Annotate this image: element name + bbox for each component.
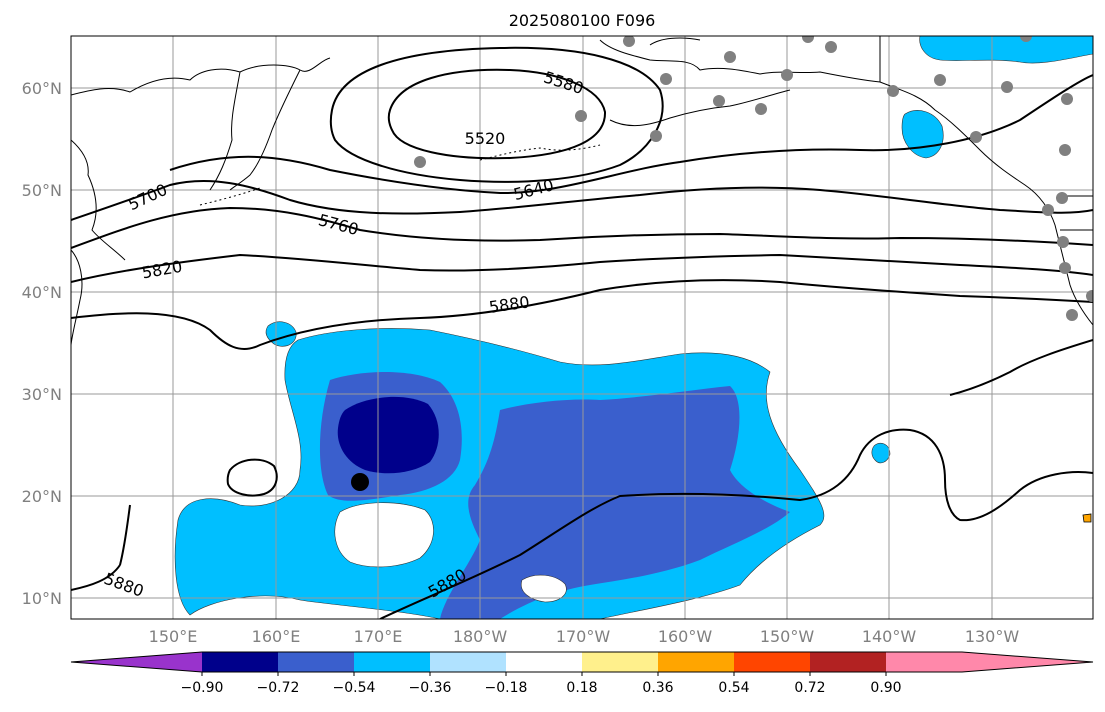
latitude-axis: 60°N 50°N 40°N 30°N 20°N 10°N bbox=[22, 79, 62, 608]
contour-5880-east bbox=[949, 339, 1093, 396]
station-marker bbox=[724, 51, 736, 63]
colorbar-segment bbox=[278, 652, 355, 672]
contour-5580 bbox=[329, 46, 664, 183]
station-marker bbox=[970, 131, 982, 143]
colorbar: −0.90 −0.72 −0.54 −0.36 −0.18 0.18 0.36 0.54 0.7… bbox=[70, 651, 1094, 696]
colorbar-segment bbox=[506, 652, 583, 672]
colorbar-tick-label: 0.54 bbox=[718, 680, 749, 696]
station-marker bbox=[414, 156, 426, 168]
colorbar-extension-max bbox=[962, 652, 1093, 672]
station-marker bbox=[1059, 262, 1071, 274]
contour-5880-south bbox=[379, 428, 1093, 619]
colorbar-segment bbox=[582, 652, 659, 672]
contour-5880-sw bbox=[71, 504, 131, 591]
station-marker bbox=[660, 73, 672, 85]
colorbar-segment bbox=[886, 652, 963, 672]
lat-label: 20°N bbox=[22, 487, 62, 506]
station-marker bbox=[1059, 144, 1071, 156]
station-marker bbox=[623, 36, 635, 47]
colorbar-segment bbox=[734, 652, 811, 672]
colorbar-tick-label: −0.72 bbox=[257, 680, 300, 696]
center-marker bbox=[351, 473, 369, 491]
station-marker bbox=[934, 74, 946, 86]
lon-label: 170°W bbox=[556, 627, 611, 646]
moderate-negative-band bbox=[440, 386, 790, 619]
colorbar-segment bbox=[430, 652, 507, 672]
station-marker bbox=[1042, 204, 1054, 216]
station-marker bbox=[1066, 309, 1078, 321]
gridlines bbox=[71, 36, 1093, 619]
colorbar-tick-label: 0.36 bbox=[642, 680, 673, 696]
colorbar-tick-label: 0.18 bbox=[566, 680, 597, 696]
near-zero-hole-west bbox=[334, 502, 434, 568]
contour-5760 bbox=[71, 206, 1093, 249]
station-marker bbox=[575, 110, 587, 122]
colorbar-tick-label: −0.90 bbox=[181, 680, 224, 696]
station-marker bbox=[887, 85, 899, 97]
station-marker bbox=[1020, 36, 1032, 42]
colorbar-tick-label: 0.72 bbox=[794, 680, 825, 696]
station-marker bbox=[755, 103, 767, 115]
north-america-coastline bbox=[879, 81, 1093, 326]
near-zero-hole-south bbox=[520, 574, 567, 603]
colorbar-segment bbox=[202, 652, 279, 672]
lat-label: 40°N bbox=[22, 283, 62, 302]
map-frame bbox=[70, 35, 1094, 620]
strong-negative-core bbox=[337, 396, 439, 474]
weak-negative-small-east bbox=[871, 442, 891, 464]
contour-5880-north bbox=[71, 279, 1093, 350]
station-markers bbox=[414, 36, 1093, 321]
lon-label: 180°W bbox=[453, 627, 508, 646]
weak-positive-spot bbox=[1082, 513, 1092, 523]
lon-label: 160°W bbox=[658, 627, 713, 646]
weak-negative-northeast bbox=[919, 36, 1093, 64]
contour-label-5520: 5520 bbox=[465, 129, 506, 148]
longitude-axis: 150°E 160°E 170°E 180°W 170°W 160°W 150°… bbox=[149, 627, 1020, 646]
kamchatka-coastline bbox=[229, 69, 301, 191]
asia-coastline bbox=[71, 57, 331, 346]
station-marker bbox=[713, 95, 725, 107]
lon-label: 140°W bbox=[862, 627, 917, 646]
lon-label: 160°E bbox=[252, 627, 301, 646]
map-title: 2025080100 F096 bbox=[509, 11, 656, 30]
aleutian-chain bbox=[199, 144, 601, 206]
lon-label: 130°W bbox=[965, 627, 1020, 646]
station-marker bbox=[1086, 290, 1093, 302]
lat-label: 50°N bbox=[22, 181, 62, 200]
colorbar-segment bbox=[810, 652, 887, 672]
contour-5700 bbox=[71, 180, 1093, 221]
coastlines bbox=[71, 36, 1093, 346]
height-contours bbox=[71, 46, 1093, 619]
lon-label: 150°W bbox=[760, 627, 815, 646]
alaska-coastline bbox=[599, 37, 881, 127]
station-marker bbox=[1001, 81, 1013, 93]
colorbar-segment bbox=[354, 652, 431, 672]
lon-label: 150°E bbox=[149, 627, 198, 646]
colorbar-segment bbox=[658, 652, 735, 672]
station-marker bbox=[802, 36, 814, 43]
colorbar-extension-min bbox=[71, 652, 202, 672]
contour-closed-island bbox=[226, 458, 278, 497]
lat-label: 60°N bbox=[22, 79, 62, 98]
colorbar-tick-label: −0.18 bbox=[485, 680, 528, 696]
colorbar-tick-label: −0.54 bbox=[333, 680, 376, 696]
station-marker bbox=[1056, 192, 1068, 204]
contour-5640 bbox=[169, 74, 1093, 195]
colorbar-tick-label: 0.90 bbox=[870, 680, 901, 696]
contour-5520 bbox=[387, 68, 607, 160]
station-marker bbox=[1057, 236, 1069, 248]
map-panel: 5520 5580 5640 5700 5760 5820 5880 5880 … bbox=[70, 35, 1094, 620]
station-marker bbox=[781, 69, 793, 81]
colorbar-tick-label: −0.36 bbox=[409, 680, 452, 696]
station-marker bbox=[650, 130, 662, 142]
lat-label: 10°N bbox=[22, 589, 62, 608]
lon-label: 170°E bbox=[354, 627, 403, 646]
station-marker bbox=[825, 41, 837, 53]
station-marker bbox=[1061, 93, 1073, 105]
lat-label: 30°N bbox=[22, 385, 62, 404]
contour-5820 bbox=[71, 253, 1093, 283]
